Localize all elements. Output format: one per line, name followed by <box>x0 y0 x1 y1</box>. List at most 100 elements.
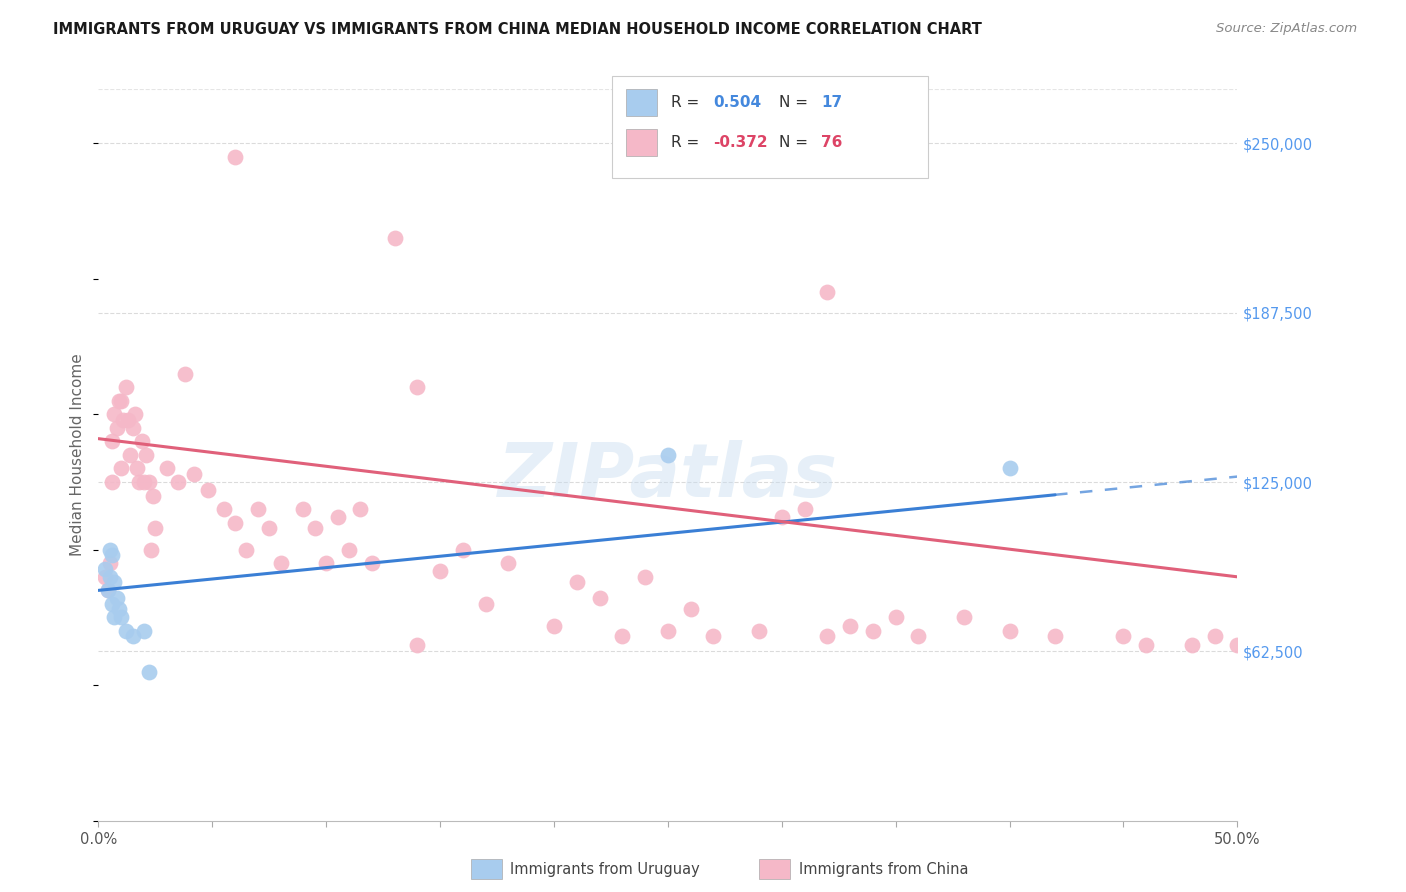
Point <box>349 502 371 516</box>
Y-axis label: Median Household Income: Median Household Income <box>70 353 86 557</box>
Point <box>1112 629 1135 643</box>
Point <box>131 434 153 449</box>
Point <box>101 434 124 449</box>
Point <box>96 583 118 598</box>
Point <box>138 665 160 679</box>
Point <box>907 629 929 643</box>
Point <box>953 610 976 624</box>
Point <box>110 393 132 408</box>
Point <box>498 556 520 570</box>
Point <box>270 556 292 570</box>
Point <box>1204 629 1226 643</box>
Point <box>634 570 657 584</box>
Point <box>121 421 143 435</box>
Point <box>1135 638 1157 652</box>
Point <box>121 629 143 643</box>
Text: 76: 76 <box>821 136 842 150</box>
Point <box>315 556 337 570</box>
Text: Source: ZipAtlas.com: Source: ZipAtlas.com <box>1216 22 1357 36</box>
Point <box>815 285 838 300</box>
Point <box>174 367 197 381</box>
Point <box>406 380 429 394</box>
Point <box>259 521 281 535</box>
Point <box>103 575 125 590</box>
Point <box>474 597 496 611</box>
Point <box>135 448 157 462</box>
Point <box>224 150 246 164</box>
Point <box>1226 638 1249 652</box>
Point <box>114 624 136 638</box>
Point <box>105 421 128 435</box>
Point <box>94 562 117 576</box>
Point <box>657 624 679 638</box>
Point <box>105 591 128 606</box>
Point <box>108 602 131 616</box>
Text: Immigrants from Uruguay: Immigrants from Uruguay <box>510 863 700 877</box>
Text: IMMIGRANTS FROM URUGUAY VS IMMIGRANTS FROM CHINA MEDIAN HOUSEHOLD INCOME CORRELA: IMMIGRANTS FROM URUGUAY VS IMMIGRANTS FR… <box>53 22 983 37</box>
Point <box>793 502 815 516</box>
Text: N =: N = <box>779 136 813 150</box>
Point <box>139 542 162 557</box>
Point <box>124 407 146 421</box>
Point <box>110 610 132 624</box>
Point <box>94 570 117 584</box>
Point <box>1043 629 1066 643</box>
Point <box>98 556 121 570</box>
Point <box>156 461 179 475</box>
Point <box>110 461 132 475</box>
Point <box>145 521 167 535</box>
Point <box>98 570 121 584</box>
Point <box>127 461 149 475</box>
Point <box>128 475 150 489</box>
Point <box>451 542 474 557</box>
Point <box>1181 638 1204 652</box>
Text: 17: 17 <box>821 95 842 110</box>
Point <box>101 548 124 562</box>
Point <box>862 624 884 638</box>
Point <box>998 624 1021 638</box>
Point <box>197 483 219 497</box>
Text: R =: R = <box>671 136 704 150</box>
Text: N =: N = <box>779 95 813 110</box>
Point <box>839 618 862 632</box>
Point <box>657 448 679 462</box>
Point <box>679 602 702 616</box>
Point <box>183 467 205 481</box>
Point <box>101 475 124 489</box>
Point <box>770 510 793 524</box>
Point <box>101 597 124 611</box>
Point <box>998 461 1021 475</box>
Point <box>304 521 326 535</box>
Point <box>132 475 155 489</box>
Point <box>142 489 165 503</box>
Point <box>117 413 139 427</box>
Point <box>235 542 257 557</box>
Point <box>326 510 349 524</box>
Point <box>120 448 142 462</box>
Point <box>543 618 565 632</box>
Point <box>246 502 269 516</box>
Text: R =: R = <box>671 95 704 110</box>
Point <box>112 413 135 427</box>
Point <box>108 393 131 408</box>
Point <box>565 575 588 590</box>
Point <box>138 475 160 489</box>
Text: Immigrants from China: Immigrants from China <box>799 863 969 877</box>
Point <box>406 638 429 652</box>
Point <box>815 629 838 643</box>
Point <box>588 591 610 606</box>
Point <box>167 475 190 489</box>
Point <box>212 502 235 516</box>
Text: 0.504: 0.504 <box>713 95 761 110</box>
Point <box>224 516 246 530</box>
Point <box>98 542 121 557</box>
Point <box>429 565 451 579</box>
Text: ZIPatlas: ZIPatlas <box>498 441 838 514</box>
Point <box>114 380 136 394</box>
Point <box>96 583 118 598</box>
Point <box>337 542 360 557</box>
Point <box>612 629 634 643</box>
Point <box>132 624 155 638</box>
Point <box>884 610 907 624</box>
Point <box>292 502 315 516</box>
